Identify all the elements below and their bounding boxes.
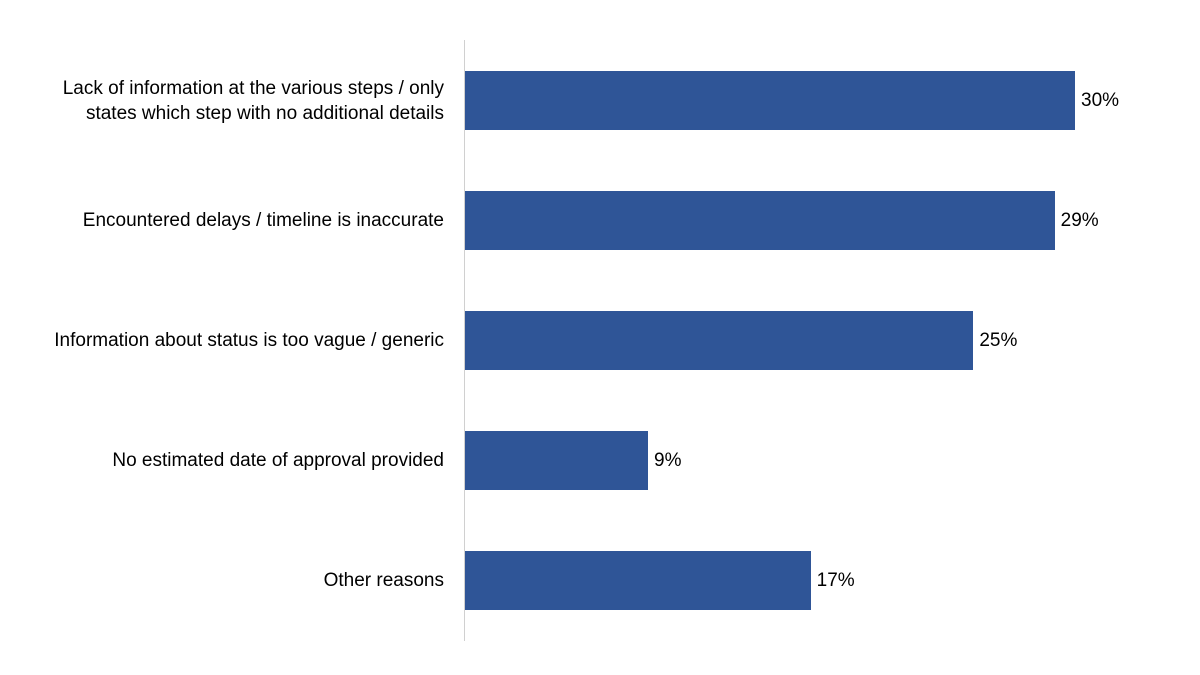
category-label: Lack of information at the various steps… xyxy=(4,71,444,130)
value-label: 17% xyxy=(816,569,855,591)
bar-row: Lack of information at the various steps… xyxy=(0,71,1200,130)
bar xyxy=(465,551,811,610)
bar-row: Other reasons 17% xyxy=(0,551,1200,610)
value-label: 25% xyxy=(979,329,1018,351)
category-label: Information about status is too vague / … xyxy=(54,330,444,351)
bar-row: Information about status is too vague / … xyxy=(0,311,1200,370)
bar xyxy=(465,191,1055,250)
value-label: 9% xyxy=(654,449,682,471)
value-label: 29% xyxy=(1060,209,1099,231)
bar xyxy=(465,71,1075,130)
bar-row: Encountered delays / timeline is inaccur… xyxy=(0,191,1200,250)
category-label: No estimated date of approval provided xyxy=(112,450,444,471)
bar xyxy=(465,431,648,490)
category-label-line: states which step with no additional det… xyxy=(85,102,444,124)
bar-row: No estimated date of approval provided 9… xyxy=(0,431,1200,490)
category-label: Other reasons xyxy=(323,570,444,591)
bar xyxy=(465,311,974,370)
category-label-line: Lack of information at the various steps… xyxy=(62,77,444,99)
category-axis-line xyxy=(464,40,465,641)
category-label: Encountered delays / timeline is inaccur… xyxy=(82,210,444,231)
value-label: 30% xyxy=(1081,89,1120,111)
